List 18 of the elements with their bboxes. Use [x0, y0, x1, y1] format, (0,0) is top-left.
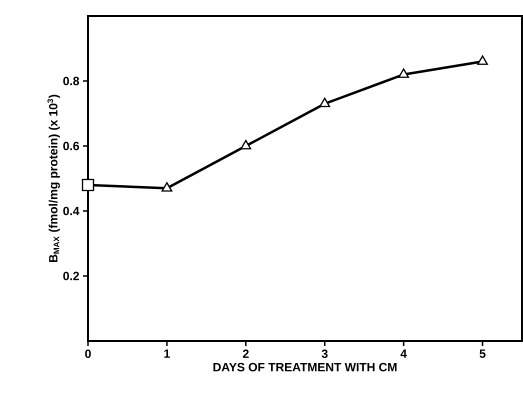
- x-tick-label: 0: [85, 350, 91, 358]
- y-tick-label: 0.2: [63, 272, 79, 280]
- point: [161, 182, 172, 192]
- y-tick-label: 0.4: [63, 206, 80, 216]
- point: [477, 55, 488, 65]
- x-tick-label: 4: [400, 350, 407, 358]
- x-tick-label: 5: [480, 350, 486, 358]
- point: [82, 178, 94, 192]
- y-axis-title: B$_{MAX}$ (fmol/mg protein) (x 10$^{3}$): [47, 94, 60, 262]
- x-axis-title: DAYS OF TREATMENT WITH CM: [213, 362, 397, 372]
- y-tick-label: 0.6: [63, 142, 80, 150]
- x-tick-label: 1: [164, 350, 170, 358]
- x-tick-label: 3: [322, 350, 328, 358]
- x-tick-label: 2: [242, 350, 249, 358]
- point: [319, 98, 330, 108]
- point: [240, 140, 252, 150]
- y-tick-label: 0.8: [63, 76, 80, 86]
- point: [398, 68, 410, 78]
